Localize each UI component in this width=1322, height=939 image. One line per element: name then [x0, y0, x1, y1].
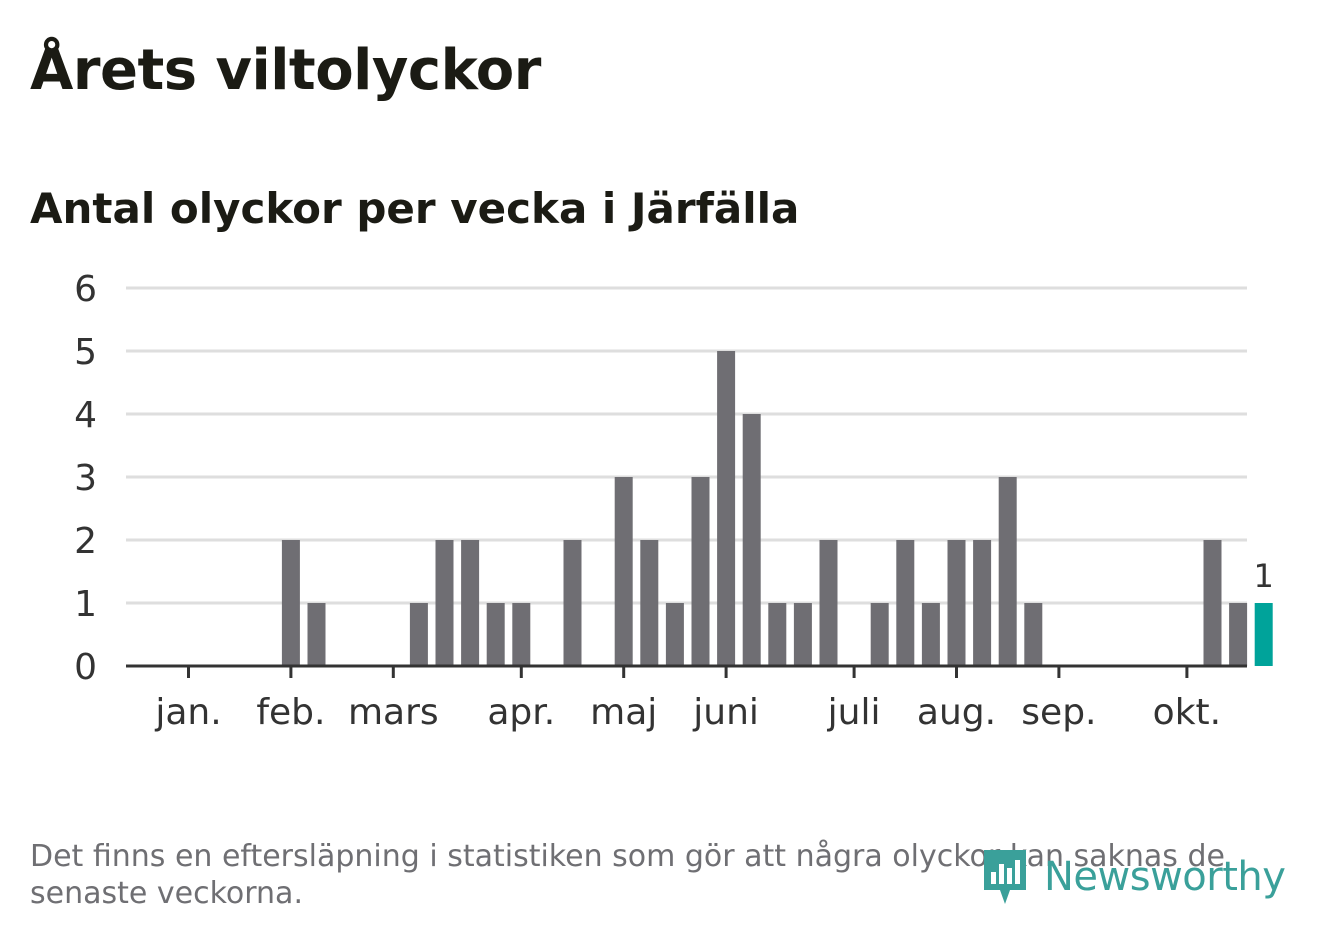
chart-title: Årets viltolyckor	[30, 38, 541, 103]
bar	[486, 603, 505, 666]
x-tick-label: feb.	[256, 692, 325, 733]
x-tick-label: juli	[827, 692, 881, 733]
bar	[461, 540, 480, 666]
y-tick-label: 6	[74, 269, 97, 310]
bar	[614, 477, 633, 666]
x-tick-label: jan.	[154, 692, 221, 733]
x-tick-label: sep.	[1021, 692, 1096, 733]
data-label: 1	[1254, 557, 1274, 595]
chart-subtitle: Antal olyckor per vecka i Järfälla	[30, 184, 800, 233]
bar	[665, 603, 684, 666]
bar	[947, 540, 966, 666]
bar	[717, 351, 736, 666]
bar	[742, 414, 761, 666]
bar	[896, 540, 915, 666]
x-tick-label: aug.	[917, 692, 996, 733]
data-labels: 1	[1254, 557, 1274, 595]
newsworthy-icon	[984, 850, 1026, 904]
bar	[998, 477, 1017, 666]
bar-chart: 0 1 2 3 4 5 6 jan. feb. mars apr. maj juni juli aug. s…	[74, 269, 1274, 733]
y-tick-label: 5	[74, 332, 97, 373]
y-axis: 0 1 2 3 4 5 6	[74, 269, 97, 688]
bar	[1203, 540, 1222, 666]
y-tick-label: 3	[74, 458, 97, 499]
bar	[281, 540, 300, 666]
x-tick-label: juni	[692, 692, 759, 733]
bars	[281, 351, 1273, 666]
x-axis: jan. feb. mars apr. maj juni juli aug. sep. okt.	[154, 666, 1221, 733]
bar	[409, 603, 428, 666]
bar	[973, 540, 992, 666]
x-tick-label: maj	[590, 692, 657, 733]
y-tick-label: 2	[74, 521, 97, 562]
y-tick-label: 0	[74, 647, 97, 688]
bar	[1024, 603, 1043, 666]
bar	[307, 603, 326, 666]
bar	[1229, 603, 1248, 666]
newsworthy-logo: Newsworthy	[980, 846, 1300, 908]
bar	[640, 540, 659, 666]
bar	[793, 603, 812, 666]
bar	[512, 603, 531, 666]
x-tick-label: mars	[348, 692, 439, 733]
bar	[921, 603, 940, 666]
bar	[768, 603, 787, 666]
y-tick-label: 1	[74, 584, 97, 625]
y-tick-label: 4	[74, 395, 97, 436]
bar	[435, 540, 454, 666]
x-tick-label: apr.	[487, 692, 555, 733]
x-tick-label: okt.	[1153, 692, 1221, 733]
bar	[691, 477, 710, 666]
brand-name: Newsworthy	[1044, 854, 1286, 900]
highlight-bar	[1254, 603, 1273, 666]
bar	[563, 540, 582, 666]
bar	[870, 603, 889, 666]
bar	[819, 540, 838, 666]
